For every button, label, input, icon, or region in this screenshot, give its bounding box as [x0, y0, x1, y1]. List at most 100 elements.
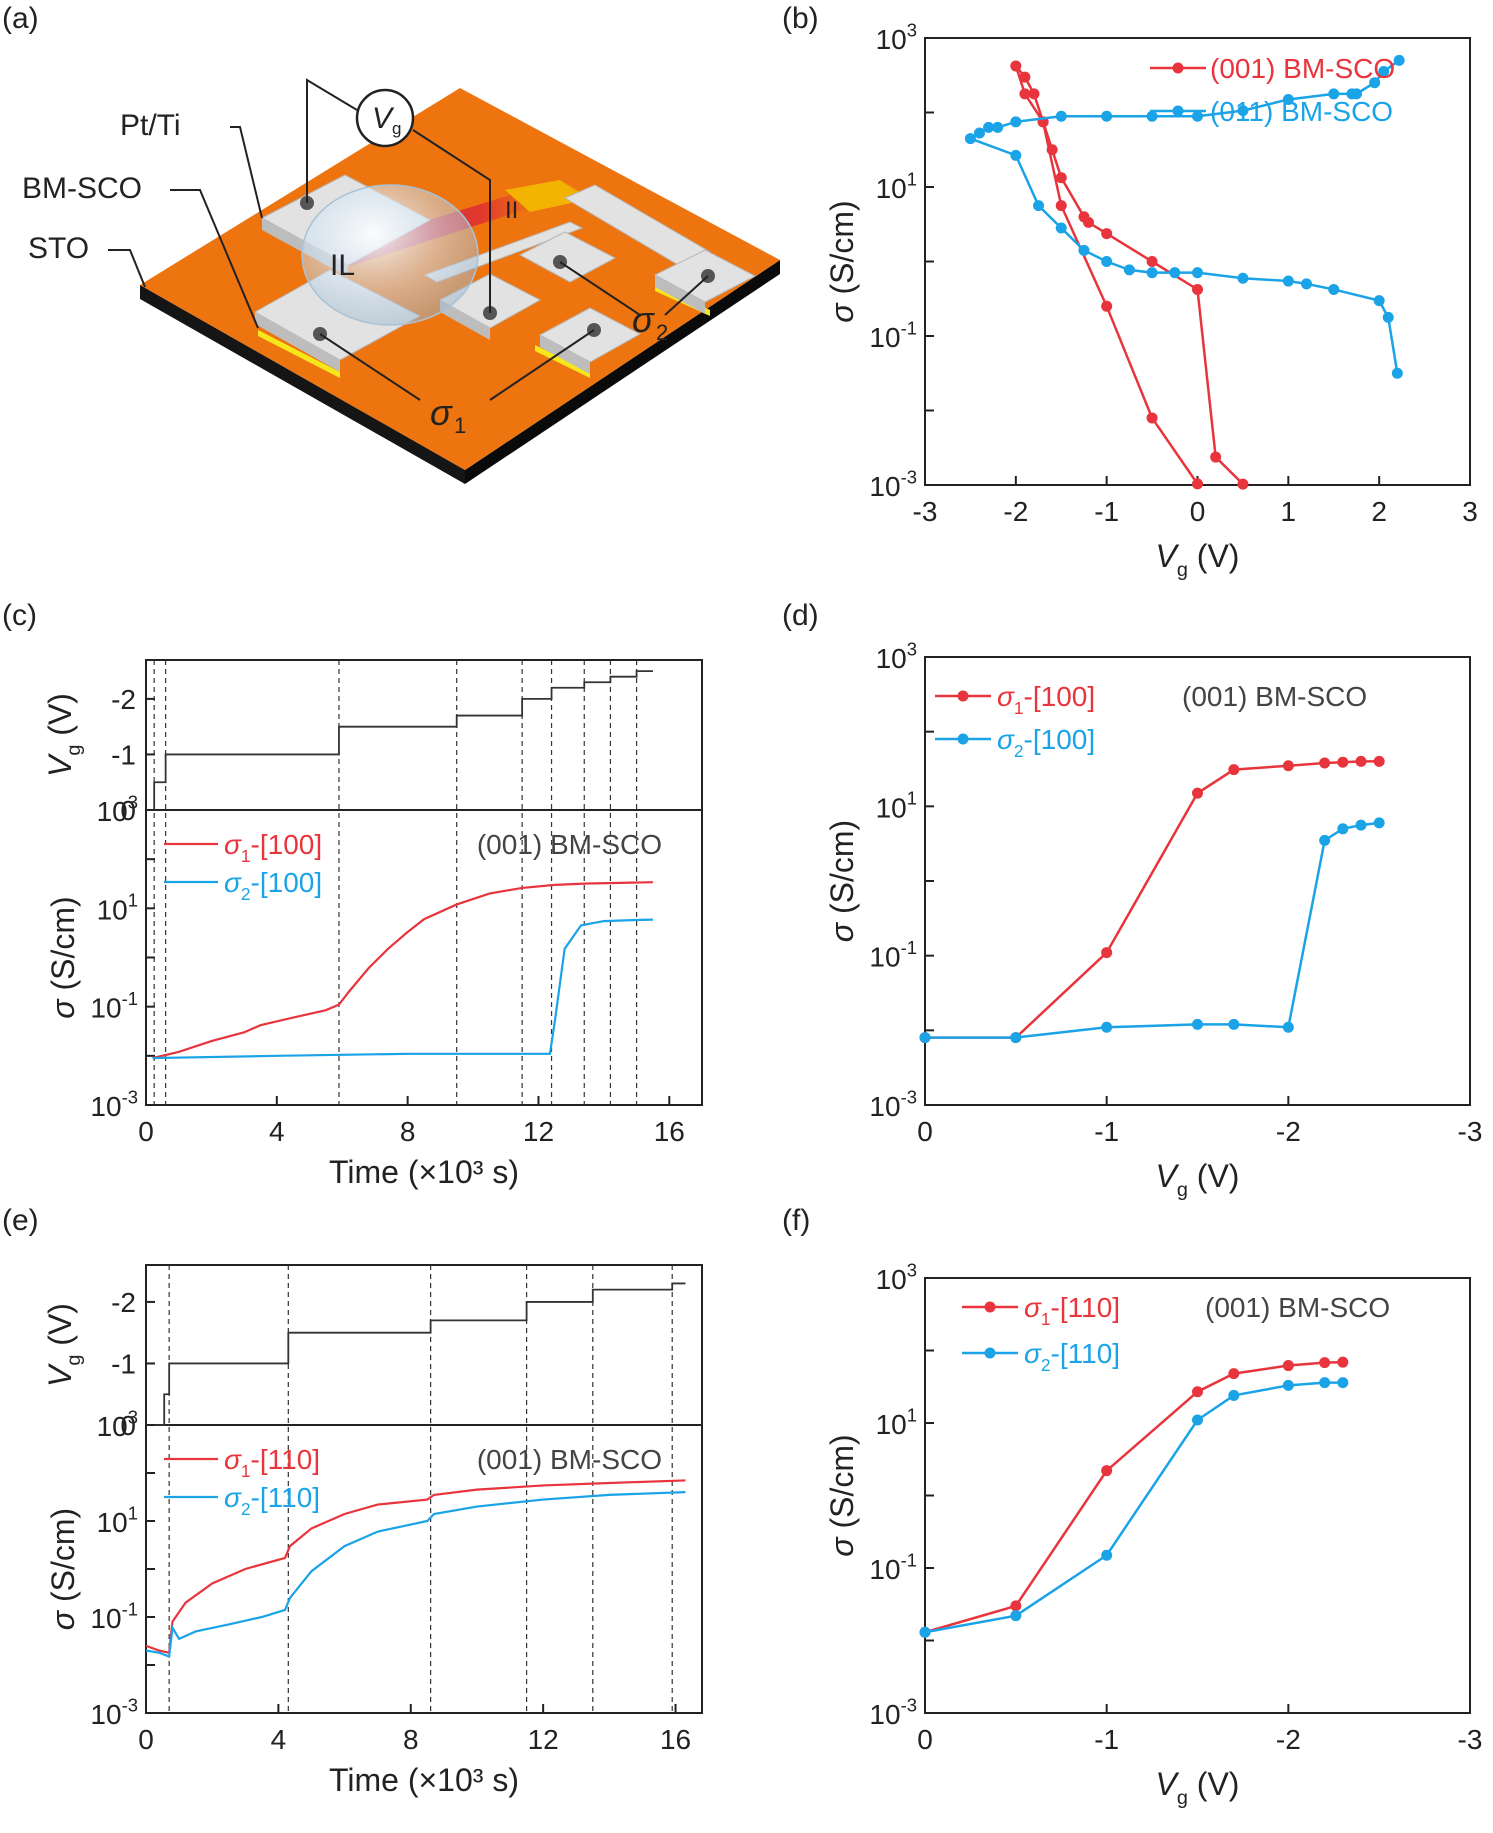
series-line-1	[924, 1381, 1343, 1634]
y-axis-label: σ (S/cm)	[824, 1434, 860, 1556]
x-axis-tick-label: 8	[400, 1116, 416, 1147]
data-point	[1355, 819, 1367, 831]
legend-marker	[984, 1347, 996, 1359]
data-point	[1393, 54, 1405, 66]
data-point	[1146, 256, 1158, 267]
wire-sigma2b	[664, 275, 709, 316]
x-axis-tick-label: -1	[1094, 1116, 1119, 1147]
x-axis-tick-label: 0	[917, 1724, 933, 1755]
x-axis-tick-label: 8	[403, 1724, 419, 1755]
series-line-1	[145, 1491, 686, 1659]
data-point	[1146, 110, 1158, 122]
data-point	[1350, 88, 1362, 100]
data-point	[1033, 200, 1045, 212]
film-edge-left-pad	[258, 330, 340, 378]
y-axis-label: σ (S/cm)	[824, 200, 860, 322]
legend-label: σ1-[100]	[224, 829, 322, 866]
chart-annotation: (001) BM-SCO	[1182, 681, 1367, 712]
film-edge-bottom-pad	[535, 345, 590, 378]
data-point	[992, 121, 1004, 133]
x-axis-tick-label: 3	[1462, 496, 1478, 527]
y-axis-tick-label: 10-3	[869, 466, 917, 502]
data-point	[1192, 787, 1203, 799]
data-point	[1146, 267, 1158, 279]
x-axis-tick-label: 1	[1281, 496, 1297, 527]
y-axis-tick-label: 101	[876, 168, 917, 204]
x-axis-tick-label: 2	[1371, 496, 1387, 527]
wire-sigma1b	[489, 329, 595, 401]
top-y-axis-label: Vg (V)	[42, 693, 85, 777]
data-point	[1101, 1021, 1113, 1033]
legend-marker	[1172, 62, 1184, 74]
data-point	[1010, 60, 1022, 72]
sigma2-label-sub: 2	[656, 320, 668, 345]
data-point	[1391, 367, 1403, 379]
chart-annotation: (001) BM-SCO	[477, 1444, 662, 1475]
data-point	[1010, 1610, 1022, 1622]
bottom-y-axis-tick-label: 10-1	[90, 1598, 138, 1634]
x-axis-label: Vg (V)	[1156, 1158, 1240, 1201]
legend-label: (011) BM-SCO	[1210, 96, 1393, 127]
y-axis-tick-label: 101	[876, 788, 917, 824]
x-axis-tick-label: -1	[1094, 1724, 1119, 1755]
x-axis-tick-label: 0	[138, 1724, 154, 1755]
x-axis-tick-label: -3	[913, 496, 938, 527]
legend-label: σ2-[110]	[1024, 1338, 1120, 1375]
data-point	[1282, 760, 1294, 772]
legend-label: σ2-[100]	[997, 724, 1095, 761]
series-line-1	[925, 821, 1380, 1039]
bottom-y-axis-label: σ (S/cm)	[45, 896, 81, 1018]
wire-vg-right	[412, 129, 491, 313]
il-label: IL	[330, 249, 355, 282]
series-line-0	[924, 1360, 1343, 1634]
data-point	[1010, 116, 1022, 128]
sigma2-label: σ	[632, 299, 655, 340]
chart-panel-c: 0 -1 -2 Vg (V) 10-3 10-1 101 103 σ (S/cm) 0 4 8 12 16…	[42, 659, 703, 1190]
data-point	[1373, 295, 1385, 307]
data-point	[974, 127, 985, 139]
chart-panel-e: 0 -1 -2 Vg (V) 10-3 10-1 101 103 σ (S/cm) 0 4 8 12 16…	[42, 1264, 703, 1798]
data-point	[1282, 1360, 1294, 1372]
x-axis-label: Vg (V)	[1156, 1766, 1240, 1809]
data-point	[1010, 1032, 1022, 1044]
data-point	[1378, 66, 1390, 78]
bottom-y-axis-tick-label: 10-3	[90, 1086, 138, 1122]
data-point	[1228, 1368, 1240, 1380]
x-axis-tick-label: -3	[1458, 1724, 1483, 1755]
legend-label: σ1-[100]	[997, 681, 1095, 718]
x-axis-tick-label: 12	[528, 1724, 559, 1755]
bottom-y-axis-label: σ (S/cm)	[45, 1508, 81, 1630]
y-axis-tick-label: 101	[876, 1404, 917, 1440]
data-point	[1369, 77, 1381, 89]
data-point	[1192, 110, 1203, 122]
data-point	[1192, 1414, 1203, 1426]
data-point	[1169, 267, 1181, 279]
chart-annotation: (001) BM-SCO	[477, 829, 662, 860]
y-axis-tick-label: 103	[876, 19, 917, 55]
series-line-0	[152, 881, 653, 1060]
top-y-tick-label: -2	[111, 684, 136, 715]
bottom-y-axis-tick-label: 101	[97, 890, 138, 926]
series-line-0	[925, 760, 1380, 1039]
top-plot-frame	[145, 659, 703, 811]
data-point	[1019, 88, 1031, 100]
data-point	[1237, 272, 1249, 284]
x-axis-tick-label: 12	[523, 1116, 554, 1147]
data-point	[1101, 1465, 1113, 1477]
data-point	[1228, 1018, 1240, 1030]
data-point	[1319, 834, 1331, 846]
x-axis-tick-label: -2	[1003, 496, 1028, 527]
data-point	[1228, 764, 1240, 776]
legend-label: σ2-[110]	[224, 1482, 320, 1519]
leader-sto	[108, 249, 146, 288]
sigma2-pad-upper	[518, 231, 617, 283]
x-axis-label: Vg (V)	[1156, 538, 1240, 581]
data-point	[1337, 1377, 1349, 1389]
data-point	[1282, 93, 1294, 105]
data-point	[1382, 311, 1394, 323]
data-point	[1078, 244, 1090, 256]
data-point	[1046, 144, 1058, 156]
data-point	[1237, 105, 1249, 117]
top-y-tick-label: 0	[120, 795, 136, 826]
data-point	[1010, 1600, 1022, 1612]
